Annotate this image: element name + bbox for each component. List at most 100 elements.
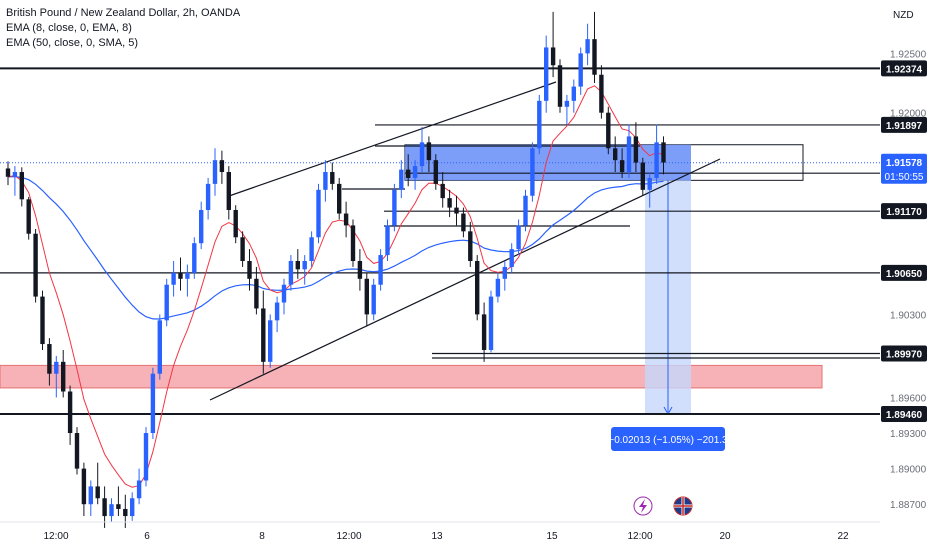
candle-body [364, 278, 369, 315]
candle-body [274, 302, 280, 321]
candle-body [268, 320, 273, 362]
candle-body [447, 198, 452, 208]
candle-body [88, 486, 93, 505]
candle-body [557, 65, 563, 107]
candle-body [143, 433, 149, 481]
candle-body [481, 314, 487, 350]
x-tick-label: 15 [546, 531, 558, 542]
x-tick-label: 20 [719, 531, 731, 542]
candle-body [288, 261, 294, 285]
candle-body [123, 508, 128, 517]
candle-body [516, 225, 521, 250]
candle-body [54, 361, 59, 374]
candle-body [412, 166, 418, 178]
price-axis: NZD 1.92500 1.92000 1.90300 1.89600 1.89300 1.… [880, 0, 932, 550]
level-price-badge [881, 345, 927, 362]
candle-body [61, 361, 66, 392]
candle-body [350, 225, 356, 261]
trend-lines [209, 81, 880, 401]
candle-body [12, 172, 18, 177]
candle-body [619, 160, 625, 173]
candle-body [185, 272, 190, 279]
level-price-label: 1.91897 [886, 121, 923, 132]
candle-body [233, 209, 238, 238]
candle-body [343, 213, 349, 226]
candle-body [544, 47, 549, 101]
candle-body [164, 284, 169, 321]
candle-body [378, 255, 383, 285]
candle-body [585, 39, 590, 54]
level-price-badge [881, 264, 927, 281]
countdown-label: 01:50:55 [885, 172, 924, 183]
candle-body [626, 136, 632, 173]
level-price-label: 1.89970 [886, 350, 923, 361]
candle-body [509, 249, 514, 267]
candle-body [157, 320, 162, 374]
x-tick-label: 12:00 [627, 531, 652, 542]
candle-body [571, 86, 576, 101]
candle-body [661, 142, 666, 163]
level-price-badge [881, 116, 927, 133]
candle-body [47, 344, 52, 374]
candle-body [316, 189, 321, 238]
candle-body [226, 172, 231, 210]
candle-body [433, 160, 438, 184]
ema-slow-line [7, 175, 664, 320]
time-axis: 12:00 6 8 12:00 13 15 12:00 20 22 [0, 521, 880, 542]
candle-body [26, 199, 31, 234]
candles [5, 11, 666, 528]
last-price-label: 1.91578 [886, 158, 923, 169]
support-zone [0, 364, 823, 389]
candle-body [261, 308, 266, 362]
ema-fast-label[interactable]: EMA (8, close, 0, EMA, 8) [6, 22, 132, 34]
symbol-title[interactable]: British Pound / New Zealand Dollar, 2h, … [6, 7, 241, 19]
candle-body [5, 168, 11, 177]
candle-body [468, 231, 473, 261]
candle-body [302, 261, 307, 270]
level-price-badge [881, 60, 927, 77]
projection-label: −0.02013 (−1.05%) −201.3 [608, 435, 728, 446]
x-tick-label: 8 [259, 531, 265, 542]
y-tick-label: 1.92000 [890, 109, 927, 120]
candle-body [309, 237, 314, 261]
candle-body [109, 504, 114, 517]
candle-body [371, 284, 376, 315]
candle-body [74, 433, 80, 469]
x-tick-label: 22 [837, 531, 849, 542]
candle-body [419, 142, 425, 167]
projection-label-bg [611, 427, 725, 451]
level-price-label: 1.89460 [886, 410, 923, 421]
y-tick-label: 1.88700 [890, 500, 927, 511]
level-price-label: 1.91170 [886, 207, 922, 218]
ema-fast-line [7, 85, 664, 488]
candle-body [281, 284, 287, 303]
candle-body [130, 498, 135, 517]
level-price-label: 1.92374 [886, 64, 923, 75]
candle-body [392, 189, 397, 226]
candle-body [461, 213, 466, 232]
candle-body [475, 261, 480, 315]
y-tick-label: 1.90300 [890, 310, 927, 321]
candle-body [192, 243, 197, 273]
candle-body [426, 142, 432, 161]
candle-body [136, 480, 142, 499]
candle-body [171, 272, 176, 285]
trend-line [209, 158, 721, 401]
candle-body [295, 261, 300, 270]
candle-body [150, 373, 156, 434]
x-tick-label: 12:00 [43, 531, 68, 542]
level-price-badge [881, 203, 927, 220]
candle-body [502, 266, 507, 279]
ema-slow-label[interactable]: EMA (50, close, 0, SMA, 5) [6, 37, 139, 49]
candle-body [385, 225, 390, 256]
candle-body [33, 233, 38, 297]
candle-body [640, 162, 645, 190]
y-tick-label: 1.89300 [890, 429, 927, 440]
candle-body [95, 486, 100, 499]
horizontal-levels [0, 67, 880, 416]
level-price-label: 1.90650 [886, 269, 923, 280]
candle-body [647, 177, 652, 190]
candle-body [337, 183, 342, 214]
candle-body [606, 112, 611, 149]
